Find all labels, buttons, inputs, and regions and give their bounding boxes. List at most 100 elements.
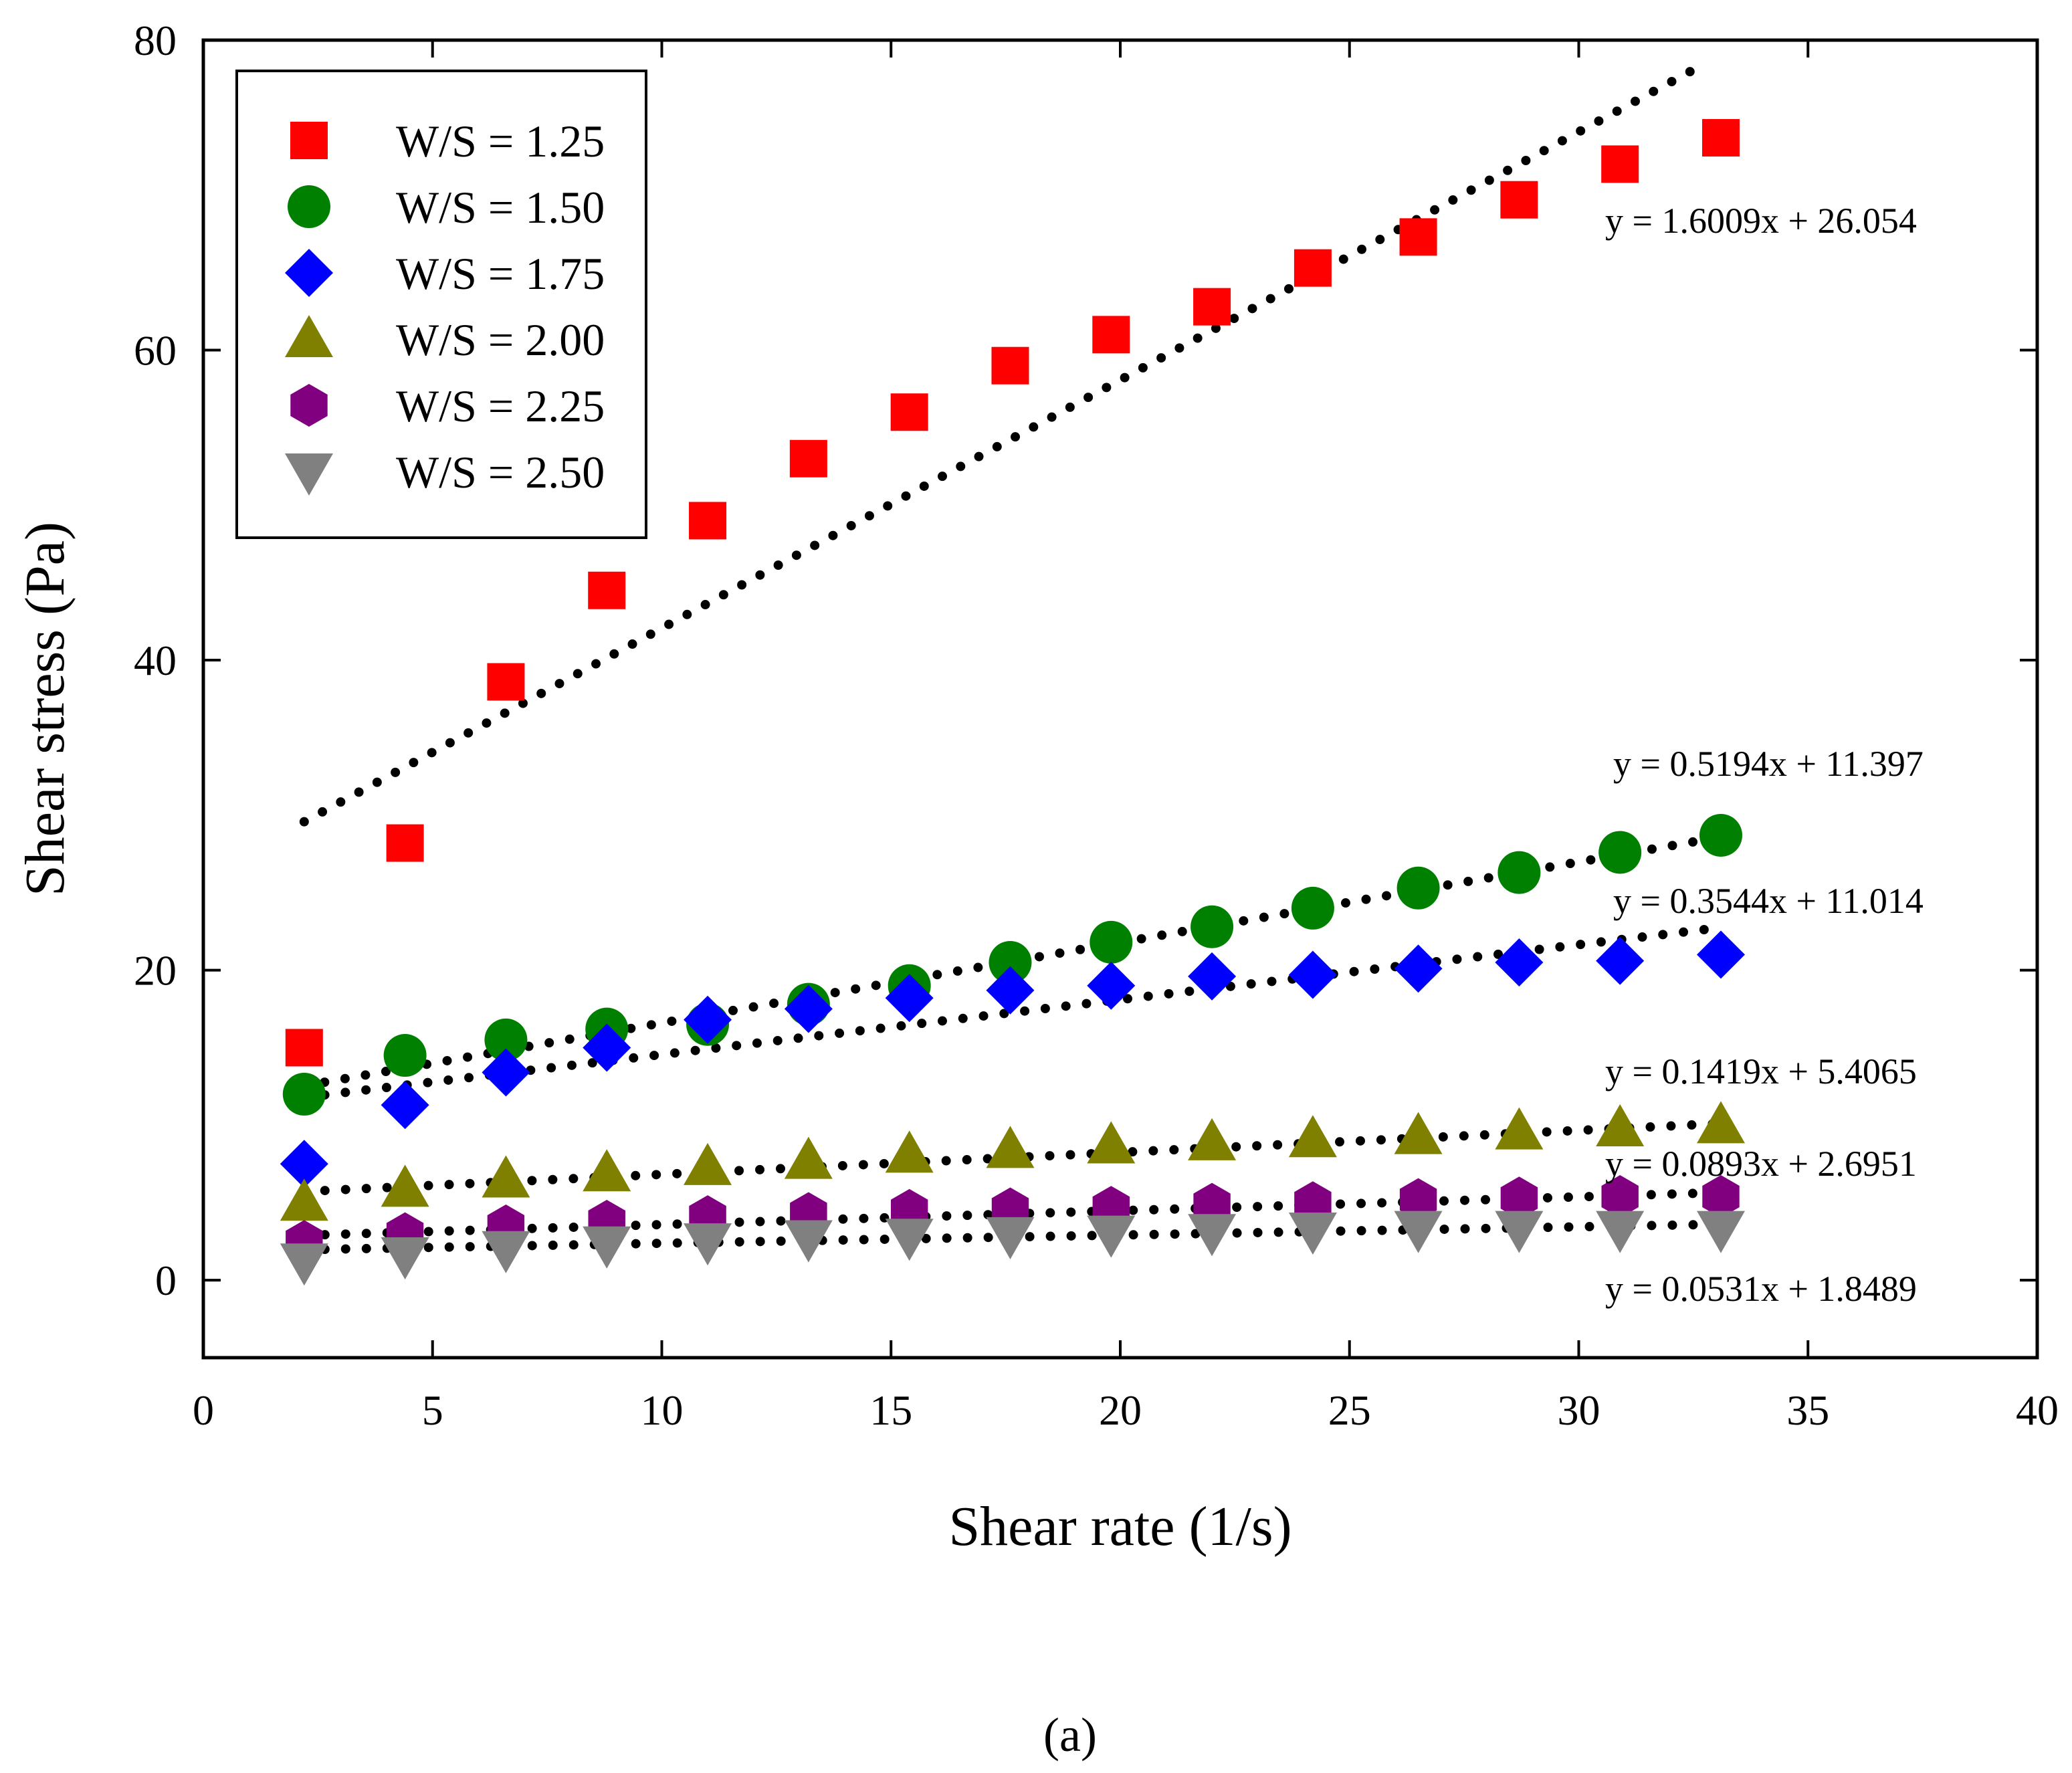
data-point-series-0 [789,439,827,478]
data-point-series-5 [1288,1212,1337,1255]
data-point-series-5 [1596,1211,1645,1253]
x-tick-label: 20 [1099,1386,1142,1434]
fit-equation-5: y = 0.0531x + 1.8489 [1605,1269,1917,1309]
legend-label-5: W/S = 2.50 [396,447,605,498]
data-point-series-2 [1394,944,1443,993]
fit-line-1 [299,832,1726,1091]
legend-label-0: W/S = 1.25 [396,116,605,167]
x-tick-label: 40 [2016,1386,2059,1434]
legend-marker-2 [285,249,333,297]
data-point-series-5 [1087,1215,1136,1258]
legend-label-3: W/S = 2.00 [396,314,605,365]
data-point-series-3 [1495,1107,1544,1150]
data-point-series-2 [784,984,833,1033]
data-point-series-2 [1697,930,1746,979]
data-point-series-3 [381,1164,429,1207]
data-point-series-0 [1500,181,1538,219]
axis-ticks: 0 5 10 15 20 25 30 35 40 0 20 40 60 80 [134,17,2059,1434]
data-point-series-3 [986,1126,1035,1168]
fit-line-2 [299,924,1712,1102]
data-point-series-3 [1087,1121,1136,1164]
x-tick-label: 25 [1328,1386,1371,1434]
y-tick-label: 20 [134,947,177,995]
x-tick-label: 5 [422,1386,443,1434]
x-tick-label: 30 [1558,1386,1600,1434]
data-point-series-3 [482,1155,530,1198]
fit-equation-2: y = 0.3544x + 11.014 [1613,881,1924,921]
data-point-series-2 [986,966,1035,1015]
data-point-series-1 [1497,851,1541,894]
data-point-series-2 [1596,936,1645,985]
data-point-series-2 [885,974,934,1023]
data-point-series-3 [1394,1112,1443,1154]
data-point-series-2 [583,1023,631,1072]
data-point-series-3 [1596,1104,1645,1146]
data-point-series-1 [484,1018,528,1061]
y-tick-label: 0 [155,1257,177,1304]
data-point-series-0 [991,346,1029,385]
fit-line-0 [299,58,1712,827]
fit-equation-1: y = 0.5194x + 11.397 [1613,744,1924,784]
legend-label-1: W/S = 1.50 [396,182,605,233]
legend-marker-5 [285,453,333,496]
data-point-series-5 [1188,1214,1237,1257]
legend-entries: W/S = 1.25 W/S = 1.50 W/S = 1.75 W/S = 2.00… [285,116,605,498]
data-point-series-5 [1697,1211,1746,1253]
data-point-series-3 [684,1142,732,1185]
data-point-series-2 [1087,961,1136,1010]
data-point-series-5 [482,1231,530,1273]
data-point-series-2 [1288,950,1337,999]
data-point-series-1 [1396,866,1440,910]
legend: W/S = 1.25 W/S = 1.50 W/S = 1.75 W/S = 2.00… [235,70,647,539]
data-point-series-0 [386,824,424,862]
data-point-series-0 [1193,288,1231,326]
data-point-series-0 [689,502,727,540]
data-points [280,119,1746,1286]
figure-caption: (a) [1043,1708,1097,1762]
data-point-series-1 [1291,886,1334,930]
data-point-series-5 [986,1217,1035,1259]
data-point-series-2 [1188,952,1237,1001]
data-point-series-5 [1495,1211,1544,1253]
data-point-series-3 [1288,1115,1337,1158]
data-point-series-4 [1399,1178,1437,1221]
data-point-series-1 [1598,831,1642,874]
y-tick-label: 80 [134,17,177,64]
legend-label-4: W/S = 2.25 [396,381,605,431]
data-point-series-1 [1190,905,1234,948]
data-point-series-4 [1702,1175,1740,1218]
data-point-series-3 [280,1178,328,1221]
data-point-series-1 [1090,920,1133,964]
data-point-series-4 [1500,1176,1538,1220]
x-tick-label: 0 [193,1386,214,1434]
legend-marker-0 [290,122,328,159]
data-point-series-2 [280,1140,328,1188]
data-point-series-1 [989,941,1032,984]
y-tick-label: 60 [134,327,177,375]
fit-equation-4: y = 0.0893x + 2.6951 [1605,1144,1917,1184]
data-point-series-0 [1399,218,1437,256]
data-point-series-5 [1394,1211,1443,1253]
fit-equations: y = 1.6009x + 26.054 y = 0.5194x + 11.397… [1605,201,1924,1309]
data-point-series-1 [383,1034,427,1077]
fit-equation-0: y = 1.6009x + 26.054 [1605,201,1917,241]
legend-label-2: W/S = 1.75 [396,248,605,299]
data-point-series-5 [784,1220,833,1263]
y-tick-label: 40 [134,637,177,684]
x-tick-label: 15 [869,1386,912,1434]
data-point-series-0 [487,663,525,701]
x-tick-label: 35 [1786,1386,1829,1434]
x-axis-title: Shear rate (1/s) [948,1495,1291,1558]
data-point-series-5 [885,1219,934,1261]
data-point-series-0 [1092,316,1130,354]
data-point-series-5 [280,1243,328,1286]
data-point-series-1 [1699,813,1743,857]
data-point-series-2 [1495,938,1544,986]
legend-marker-4 [290,384,328,427]
data-point-series-5 [583,1226,631,1269]
legend-marker-1 [288,185,330,228]
data-point-series-5 [684,1223,732,1266]
data-point-series-0 [1293,249,1332,287]
